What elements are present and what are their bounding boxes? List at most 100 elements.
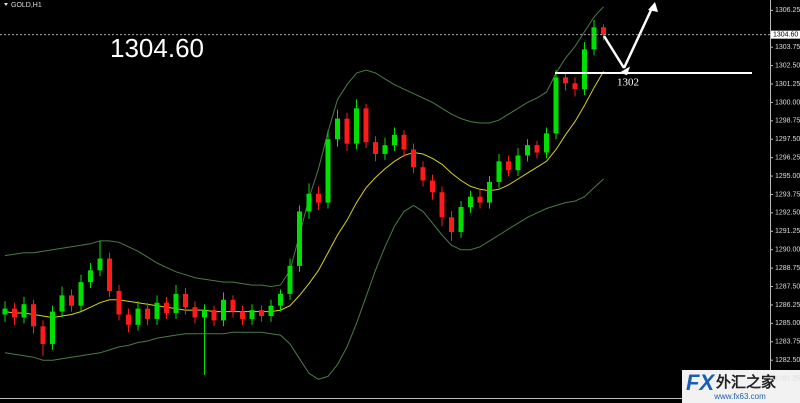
candle-body: [268, 305, 274, 316]
candle-body: [430, 180, 435, 193]
candle-body: [69, 295, 74, 306]
y-tick-label: 1296.25: [775, 154, 800, 161]
candle-body: [354, 108, 359, 144]
candle-body: [249, 310, 255, 319]
candle-body: [392, 134, 397, 146]
y-tick-label: 1298.75: [775, 118, 800, 125]
y-tick-label: 1288.75: [775, 265, 800, 272]
y-tick-label: 1302.50: [775, 62, 800, 69]
y-tick-label: 1282.50: [775, 357, 800, 364]
level-label: 1302: [617, 76, 639, 88]
candle-body: [192, 307, 198, 318]
candle-body: [2, 308, 8, 315]
candle-body: [211, 310, 217, 321]
indicator-line: [4, 71, 604, 319]
candle-body: [173, 293, 179, 314]
indicator-line: [4, 178, 604, 380]
candle-body: [221, 299, 226, 321]
candle-body: [230, 299, 236, 312]
candle-body: [135, 308, 141, 325]
candle-body: [183, 293, 188, 308]
candle-body: [145, 308, 150, 319]
candle-body: [164, 302, 169, 314]
symbol-icon: [4, 3, 8, 6]
price-tag-label: 1304.60: [773, 32, 798, 39]
candle-body: [344, 118, 350, 144]
arrowhead: [648, 2, 658, 12]
candle-body: [126, 314, 131, 325]
candle-body: [515, 155, 521, 171]
candle-body: [306, 193, 312, 212]
candle-body: [202, 310, 207, 318]
candle-body: [297, 211, 302, 266]
candle-body: [287, 265, 293, 294]
watermark-name: 外汇之家: [715, 373, 776, 391]
y-tick-label: 1283.75: [775, 339, 800, 346]
y-tick-label: 1303.75: [775, 44, 800, 51]
forecast-arrows: [602, 7, 654, 69]
candle-body: [363, 108, 369, 143]
candle-body: [544, 133, 549, 153]
candle-body: [487, 181, 492, 203]
candle-body: [21, 304, 27, 318]
y-tick-label: 1290.00: [775, 247, 800, 254]
y-tick-label: 1301.25: [775, 81, 800, 88]
candle-body: [458, 206, 464, 233]
candle-body: [97, 258, 103, 271]
candle-body: [154, 302, 160, 319]
candle-body: [40, 326, 46, 344]
y-tick-label: 1306.25: [775, 7, 800, 14]
watermark-url: www.fx63.com: [713, 392, 766, 401]
y-tick-label: 1281.25: [775, 375, 800, 382]
candle-body: [259, 310, 264, 316]
candle-body: [240, 311, 245, 319]
candle-body: [591, 27, 597, 50]
candle-body: [325, 139, 331, 203]
candle-body: [31, 304, 36, 327]
candle-body: [411, 149, 416, 168]
candle-body: [496, 161, 502, 182]
candle-body: [107, 258, 112, 291]
y-tick-label: 1300.00: [775, 99, 800, 106]
y-tick-label: 1295.00: [775, 173, 800, 180]
y-tick-label: 1293.75: [775, 191, 800, 198]
chart-title: GOLD,H1: [11, 2, 42, 9]
y-tick-label: 1292.50: [775, 210, 800, 217]
candle-body: [439, 192, 445, 218]
candle-body: [449, 217, 454, 233]
y-tick-label: 1286.25: [775, 302, 800, 309]
watermark-bg: [682, 370, 800, 403]
candle-body: [382, 145, 388, 154]
candle-body: [12, 308, 17, 318]
candle-body: [582, 49, 587, 90]
arrow-down: [602, 35, 626, 69]
candle-body: [88, 270, 93, 283]
candle-body: [534, 145, 540, 153]
candle-body: [335, 118, 340, 140]
y-tick-label: 1287.50: [775, 283, 800, 290]
candle-body: [572, 83, 578, 90]
y-tick-label: 1291.25: [775, 228, 800, 235]
candle-body: [78, 282, 84, 306]
watermark-brand: FX: [686, 370, 715, 395]
candle-body: [59, 295, 65, 312]
arrow-up: [622, 7, 654, 69]
price-display: 1304.60: [110, 33, 204, 63]
candle-body: [506, 161, 511, 171]
plot-area: [2, 6, 606, 380]
candle-body: [553, 77, 559, 134]
candle-body: [373, 142, 378, 154]
y-tick-label: 1297.50: [775, 136, 800, 143]
candle-body: [477, 196, 483, 203]
price-tag: [771, 30, 800, 39]
candle-body: [601, 27, 606, 35]
candle-body: [420, 167, 426, 181]
candle-body: [316, 193, 321, 203]
candle-body: [563, 77, 568, 84]
candle-body: [116, 290, 122, 315]
y-tick-label: 1285.00: [775, 320, 800, 327]
candle-body: [278, 293, 283, 306]
candle-body: [50, 311, 55, 344]
